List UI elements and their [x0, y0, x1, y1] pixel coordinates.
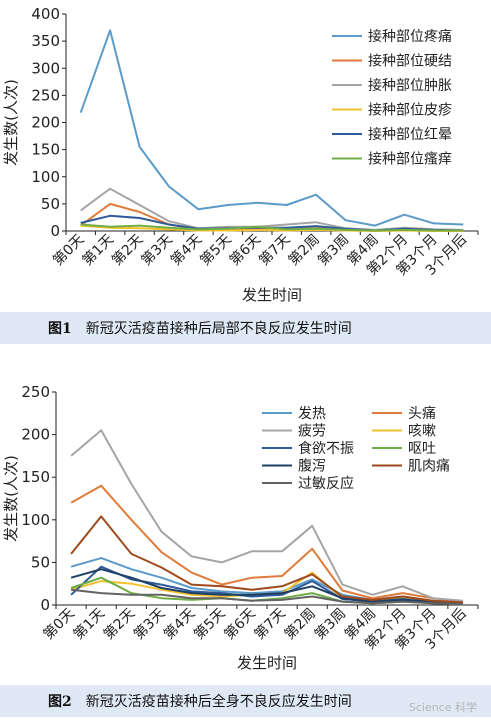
figure-2-caption: 图2 新冠灭活疫苗接种后全身不良反应发生时间 — [48, 691, 352, 711]
x-tick-label: 第1天 — [70, 605, 108, 643]
legend-label: 头痛 — [408, 405, 436, 422]
x-tick-label: 第2天 — [108, 231, 146, 269]
x-axis-title: 发生时间 — [242, 286, 302, 304]
x-tick-label: 第5天 — [190, 605, 228, 643]
x-tick-label: 第4天 — [167, 231, 205, 269]
x-tick-label: 第6天 — [226, 231, 264, 269]
figure-2-caption-bar: 图2 新冠灭活疫苗接种后全身不良反应发生时间 — [0, 685, 491, 717]
figure-1-caption-text: 新冠灭活疫苗接种后局部不良反应发生时间 — [85, 321, 352, 337]
x-tick-label: 第2天 — [100, 605, 138, 643]
x-axis-title: 发生时间 — [237, 654, 297, 672]
series-line-2-1 — [70, 484, 464, 603]
series-line-1-0 — [79, 29, 464, 227]
y-tick-label: 200 — [31, 114, 60, 132]
legend-label: 接种部位红晕 — [368, 126, 452, 143]
figure-2-caption-text: 新冠灭活疫苗接种后全身不良反应发生时间 — [85, 694, 352, 710]
figure-1-number: 图1 — [48, 321, 72, 337]
legend-label: 发热 — [298, 406, 326, 422]
legend-label: 呕吐 — [408, 441, 436, 457]
y-tick-label: 250 — [31, 86, 60, 104]
x-tick-label: 第3天 — [138, 231, 176, 269]
series-line-2-6 — [70, 568, 463, 605]
y-tick-label: 250 — [21, 383, 50, 401]
y-axis-title: 发生数(人次) — [2, 455, 20, 542]
chart-1-svg: 050100150200250300350400第0天第1天第2天第3天第4天第… — [2, 5, 479, 304]
x-tick-label: 第2周 — [281, 605, 319, 643]
x-tick-label: 第1天 — [79, 231, 117, 269]
legend-label: 接种部位瘙痒 — [368, 151, 452, 168]
legend-label: 疲劳 — [298, 423, 326, 440]
legend-label: 接种部位肿胀 — [368, 77, 452, 94]
series-line-2-7 — [70, 515, 463, 604]
series-line-1-2 — [80, 187, 464, 231]
legend-label: 过敏反应 — [298, 475, 354, 492]
figure-1: 0 50 100 150 200 250 300 350 400 第0天 第1天 第2天 第3天 第4天第… — [0, 0, 491, 350]
legend-label: 接种部位皮疹 — [368, 102, 452, 119]
y-tick-label: 300 — [31, 59, 60, 77]
y-tick-label: 0 — [50, 222, 60, 240]
x-tick-label: 第6天 — [221, 605, 259, 643]
x-tick-label: 第7天 — [251, 605, 289, 643]
figure-2-number: 图2 — [48, 694, 72, 710]
legend-label: 接种部位硬结 — [368, 53, 452, 70]
y-tick-label: 400 — [31, 5, 60, 23]
x-tick-label: 第3周 — [311, 605, 349, 643]
figure-2: 0 50 100 150 200 250 第0天 第1天 第2天 第3天 第4天 第5天 第6天 第7天第… — [0, 372, 491, 721]
figure-gap — [0, 350, 491, 372]
y-tick-label: 350 — [31, 32, 60, 50]
watermark: Science 科学 — [408, 701, 477, 714]
figure-1-caption: 图1 新冠灭活疫苗接种后局部不良反应发生时间 — [48, 318, 352, 338]
x-tick-label: 第5天 — [197, 231, 235, 269]
y-tick-label: 150 — [21, 468, 50, 486]
x-tick-label: 第7天 — [255, 231, 293, 269]
chart-2-svg: 050100150200250第0天第1天第2天第3天第4天第5天第6天第7天第… — [2, 383, 479, 672]
legend-label: 接种部位疼痛 — [368, 28, 452, 45]
legend-label: 腹泻 — [298, 458, 326, 475]
legend-label: 食欲不振 — [298, 440, 354, 457]
y-tick-label: 100 — [21, 511, 50, 529]
x-tick-label: 第3周 — [314, 231, 352, 269]
y-tick-label: 0 — [40, 596, 50, 614]
y-tick-label: 50 — [41, 195, 60, 213]
figure-1-caption-bar: 图1 新冠灭活疫苗接种后局部不良反应发生时间 — [0, 312, 491, 344]
y-tick-label: 200 — [21, 426, 50, 444]
y-tick-label: 50 — [31, 553, 50, 571]
y-tick-label: 150 — [31, 141, 60, 159]
x-tick-label: 第2周 — [285, 231, 323, 269]
series-line-2-8 — [70, 588, 463, 606]
series-line-1-5 — [80, 223, 464, 232]
series-line-2-2 — [70, 429, 463, 602]
legend-label: 咳嗽 — [408, 424, 436, 440]
x-tick-label: 第4天 — [160, 605, 198, 643]
legend-label: 肌肉痛 — [408, 458, 450, 475]
x-tick-label: 第3天 — [130, 605, 168, 643]
y-tick-label: 100 — [31, 168, 60, 186]
y-axis-title: 发生数(人次) — [2, 79, 20, 166]
